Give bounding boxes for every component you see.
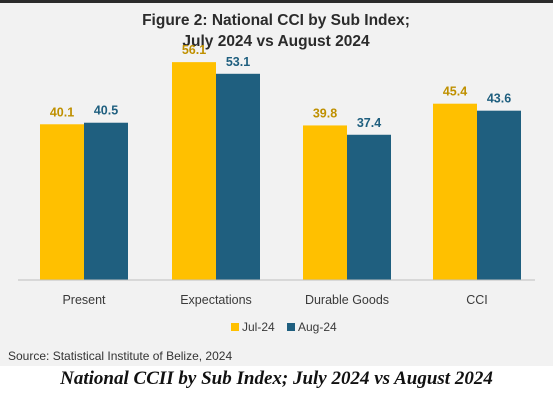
bar-jul-24-durable-goods <box>303 125 347 281</box>
value-label-jul-24-cci: 45.4 <box>443 85 467 99</box>
value-labels-layer: 40.1 40.5 56.1 53.1 39.8 37.4 45.4 43.6 <box>50 43 511 130</box>
value-label-jul-24-present: 40.1 <box>50 105 74 119</box>
value-label-aug-24-durable-goods: 37.4 <box>357 116 381 130</box>
bar-jul-24-present <box>40 124 84 280</box>
value-label-aug-24-cci: 43.6 <box>487 92 511 106</box>
chart-title-line-2: July 2024 vs August 2024 <box>182 33 370 50</box>
bar-aug-24-cci <box>477 110 521 280</box>
value-label-jul-24-expectations: 56.1 <box>182 43 206 57</box>
bar-jul-24-expectations <box>172 62 216 280</box>
legend-swatch-aug-24 <box>287 323 295 331</box>
category-labels-layer: Present Expectations Durable Goods CCI <box>62 293 487 307</box>
bar-aug-24-expectations <box>216 73 260 280</box>
value-label-aug-24-present: 40.5 <box>94 104 118 118</box>
figure-caption: National CCII by Sub Index; July 2024 vs… <box>60 368 493 389</box>
category-label-cci: CCI <box>466 293 488 307</box>
category-label-present: Present <box>62 293 106 307</box>
bars-layer <box>40 62 521 281</box>
chart-title-line-1: Figure 2: National CCI by Sub Index; <box>142 12 410 29</box>
bar-aug-24-present <box>84 122 128 280</box>
legend-swatch-jul-24 <box>231 323 239 331</box>
category-label-durable-goods: Durable Goods <box>305 293 389 307</box>
legend-label-aug-24: Aug-24 <box>298 320 337 334</box>
legend: Jul-24 Aug-24 <box>231 320 337 334</box>
chart-figure: Figure 2: National CCI by Sub Index; Jul… <box>0 0 553 366</box>
value-label-jul-24-durable-goods: 39.8 <box>313 106 337 120</box>
bar-aug-24-durable-goods <box>347 134 391 280</box>
legend-label-jul-24: Jul-24 <box>242 320 275 334</box>
source-note: Source: Statistical Institute of Belize,… <box>8 349 232 363</box>
category-label-expectations: Expectations <box>180 293 252 307</box>
bar-jul-24-cci <box>433 103 477 281</box>
value-label-aug-24-expectations: 53.1 <box>226 55 250 69</box>
bar-chart: Figure 2: National CCI by Sub Index; Jul… <box>8 12 535 363</box>
